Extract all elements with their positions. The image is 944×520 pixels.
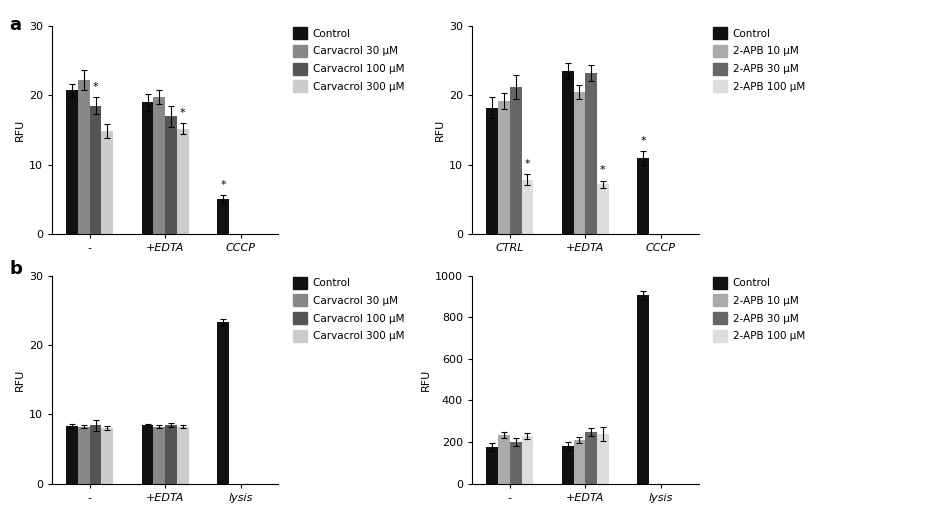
Bar — [637, 295, 649, 484]
Bar — [585, 73, 597, 234]
Text: *: * — [600, 165, 606, 175]
Bar — [142, 102, 154, 234]
Bar — [165, 425, 177, 484]
Bar — [177, 427, 189, 484]
Bar — [597, 434, 609, 484]
Bar — [498, 435, 510, 484]
Legend: Control, Carvacrol 30 μM, Carvacrol 100 μM, Carvacrol 300 μM: Control, Carvacrol 30 μM, Carvacrol 100 … — [293, 27, 404, 93]
Bar — [521, 180, 533, 234]
Bar — [562, 71, 574, 234]
Bar — [142, 425, 154, 484]
Bar — [498, 101, 510, 234]
Bar — [154, 427, 165, 484]
Bar — [217, 199, 229, 234]
Bar — [66, 426, 78, 484]
Text: b: b — [9, 260, 23, 278]
Bar — [177, 128, 189, 234]
Bar — [486, 447, 498, 484]
Y-axis label: RFU: RFU — [434, 119, 445, 141]
Bar — [101, 132, 113, 234]
Text: *: * — [180, 108, 186, 118]
Text: *: * — [640, 136, 646, 146]
Legend: Control, Carvacrol 30 μM, Carvacrol 100 μM, Carvacrol 300 μM: Control, Carvacrol 30 μM, Carvacrol 100 … — [293, 277, 404, 342]
Bar — [486, 108, 498, 234]
Bar — [165, 116, 177, 234]
Bar — [78, 80, 90, 234]
Bar — [597, 184, 609, 234]
Bar — [574, 440, 585, 484]
Bar — [90, 106, 101, 234]
Y-axis label: RFU: RFU — [421, 369, 430, 391]
Bar — [585, 432, 597, 484]
Text: *: * — [220, 180, 226, 190]
Bar — [574, 92, 585, 234]
Legend: Control, 2-APB 10 μM, 2-APB 30 μM, 2-APB 100 μM: Control, 2-APB 10 μM, 2-APB 30 μM, 2-APB… — [713, 277, 805, 342]
Bar — [90, 425, 101, 484]
Bar — [217, 322, 229, 484]
Legend: Control, 2-APB 10 μM, 2-APB 30 μM, 2-APB 100 μM: Control, 2-APB 10 μM, 2-APB 30 μM, 2-APB… — [713, 27, 805, 93]
Bar — [521, 436, 533, 484]
Y-axis label: RFU: RFU — [14, 119, 25, 141]
Bar — [510, 87, 521, 234]
Y-axis label: RFU: RFU — [14, 369, 25, 391]
Bar — [637, 158, 649, 234]
Bar — [66, 90, 78, 234]
Bar — [154, 97, 165, 234]
Text: a: a — [9, 16, 22, 34]
Text: *: * — [525, 159, 531, 169]
Bar — [510, 442, 521, 484]
Bar — [101, 428, 113, 484]
Text: *: * — [93, 82, 98, 92]
Bar — [562, 446, 574, 484]
Bar — [78, 427, 90, 484]
